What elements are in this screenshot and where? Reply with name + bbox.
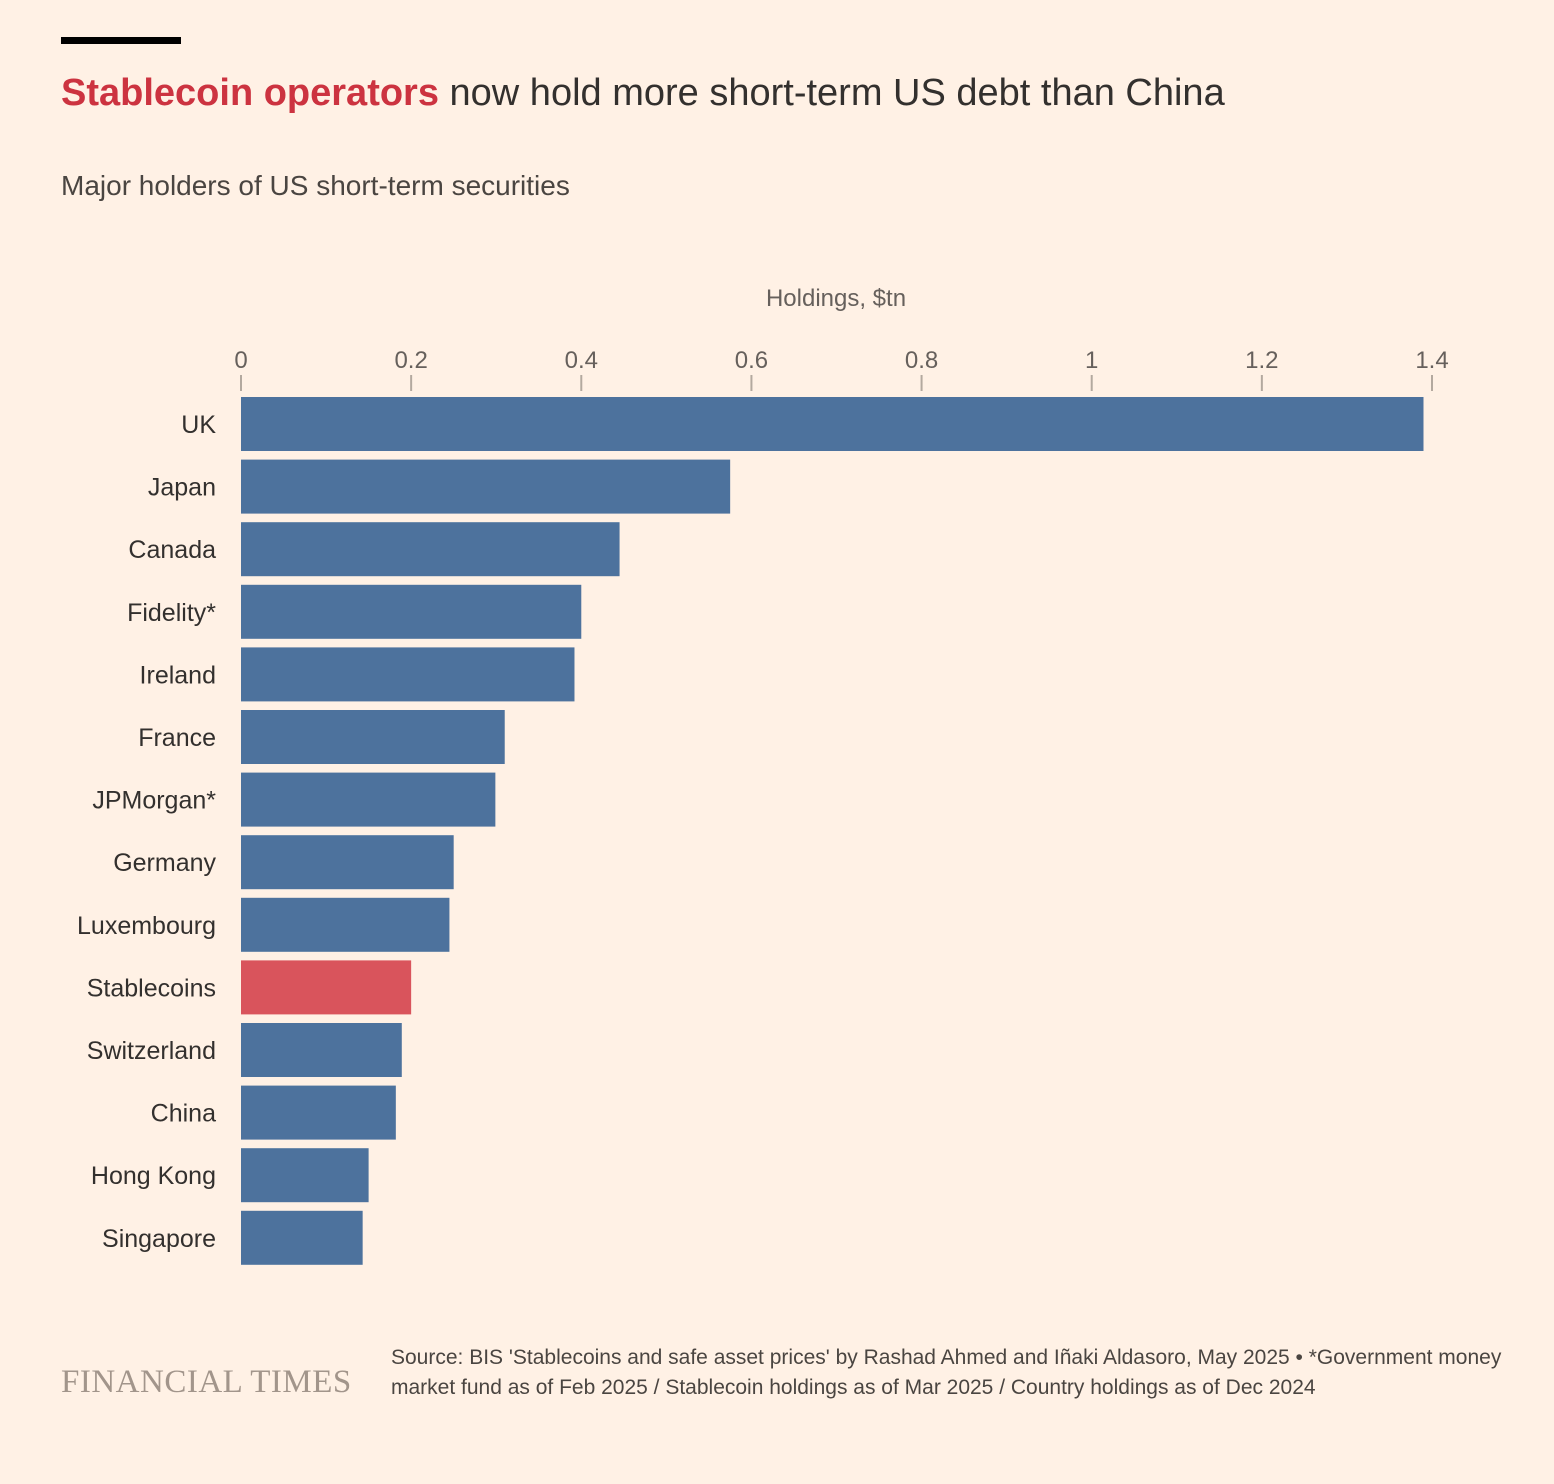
category-label: JPMorgan* <box>92 787 216 815</box>
x-tick-label: 0.2 <box>394 347 427 374</box>
category-label: Singapore <box>102 1225 216 1253</box>
bar-jpmorgan <box>241 772 496 827</box>
category-label: Luxembourg <box>77 912 216 940</box>
category-label: Japan <box>148 474 216 502</box>
top-rule <box>61 37 181 44</box>
bar-uk <box>241 397 1424 451</box>
bar-japan <box>241 459 731 514</box>
bar-singapore <box>241 1210 363 1265</box>
x-tick-label: 1.4 <box>1415 347 1448 374</box>
category-label: Ireland <box>140 661 216 689</box>
category-label: France <box>138 724 216 752</box>
bars <box>241 397 1424 1265</box>
category-label: Stablecoins <box>87 974 216 1002</box>
category-label: Canada <box>128 536 216 564</box>
bar-chart: Holdings, $tn 0 0.2 0.4 0.6 0.8 1 1.2 1.4 UK Jap… <box>77 285 1449 1265</box>
bar-fidelity <box>241 584 582 639</box>
bar-luxembourg <box>241 897 450 952</box>
x-tick-label: 0 <box>234 347 247 374</box>
title-rest: now hold more short-term US debt than Ch… <box>438 72 1225 114</box>
bar-hong-kong <box>241 1148 369 1203</box>
bar-switzerland <box>241 1023 402 1077</box>
x-tick-label: 0.4 <box>565 347 598 374</box>
category-label: Switzerland <box>87 1037 216 1065</box>
chart-title: Stablecoin operators now hold more short… <box>61 68 1225 118</box>
x-axis-ticks: 0 0.2 0.4 0.6 0.8 1 1.2 1.4 <box>234 347 1449 391</box>
financial-times-logo: FINANCIAL TIMES <box>61 1364 352 1400</box>
title-highlight: Stablecoin operators <box>61 72 439 114</box>
category-label: UK <box>181 411 216 439</box>
bar-germany <box>241 835 454 890</box>
bar-china <box>241 1085 396 1140</box>
bar-canada <box>241 522 620 577</box>
category-label: Germany <box>113 849 216 877</box>
category-label: Hong Kong <box>91 1162 216 1190</box>
source-note: Source: BIS 'Stablecoins and safe asset … <box>391 1346 1502 1399</box>
x-tick-label: 0.8 <box>905 347 938 374</box>
bar-stablecoins <box>241 960 412 1015</box>
category-label: China <box>151 1100 216 1128</box>
x-tick-label: 1 <box>1085 347 1098 374</box>
chart-subtitle: Major holders of US short-term securitie… <box>61 170 570 201</box>
bar-france <box>241 710 505 764</box>
x-tick-label: 0.6 <box>735 347 768 374</box>
x-axis-label: Holdings, $tn <box>766 285 906 312</box>
category-labels: UK Japan Canada Fidelity* Ireland France JPMor… <box>77 411 216 1253</box>
category-label: Fidelity* <box>127 599 216 627</box>
bar-ireland <box>241 647 575 702</box>
x-tick-label: 1.2 <box>1245 347 1278 374</box>
